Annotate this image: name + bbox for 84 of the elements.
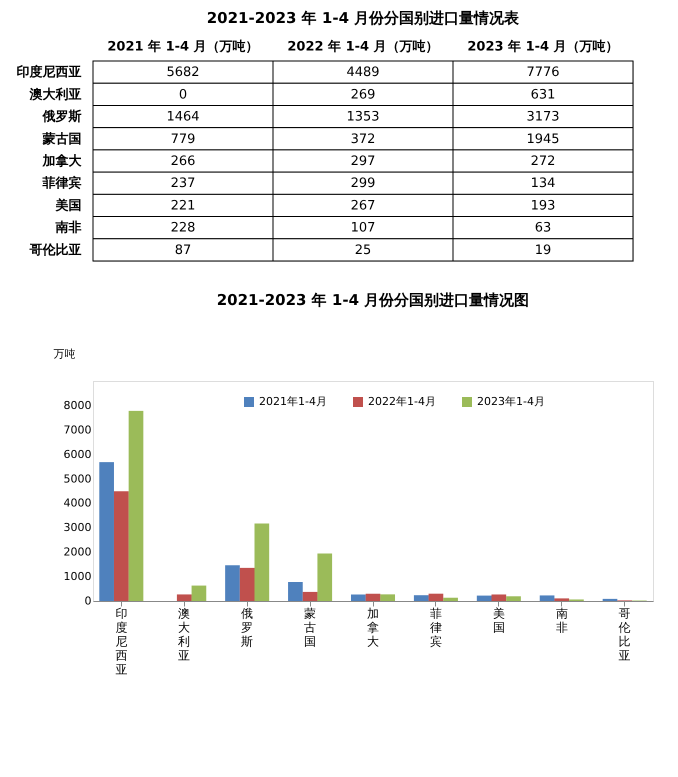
data-label: 3173 [526, 110, 560, 125]
data-label: 1945 [526, 132, 560, 147]
y-tick-label: 3000 [64, 521, 92, 534]
y-tick-label: 8000 [64, 398, 92, 412]
y-tick-label: 俄罗斯 [42, 110, 82, 125]
x-tick-label: 美国 [492, 606, 505, 634]
bar [380, 594, 396, 601]
bar [225, 565, 240, 601]
bar [540, 595, 554, 601]
data-label: 272 [530, 154, 556, 169]
data-label: 297 [350, 154, 376, 169]
data-label: 4489 [346, 65, 380, 80]
chart-title: 2021-2023 年 1-4 月份分国别进口量情况表 [206, 9, 520, 27]
x-tick-label: 2022 年 1-4 月（万吨） [287, 40, 439, 54]
y-tick-label: 6000 [64, 448, 92, 461]
data-label: 299 [350, 176, 376, 192]
bar [414, 595, 429, 601]
y-tick-label: 5000 [64, 472, 92, 486]
data-label: 779 [170, 132, 196, 147]
data-label: 25 [354, 242, 372, 258]
bar [288, 582, 303, 601]
bar [99, 462, 114, 601]
data-label: 19 [534, 242, 552, 258]
data-label: 631 [530, 87, 556, 102]
bar [240, 568, 254, 601]
data-label: 134 [530, 176, 556, 192]
bar [350, 594, 366, 601]
bar [554, 598, 570, 601]
data-label: 1464 [166, 110, 200, 125]
bar [492, 594, 506, 601]
y-tick-label: 0 [84, 594, 92, 608]
y-tick-label: 美国 [54, 197, 82, 214]
legend-label: 2021年1-4月 [259, 395, 327, 408]
bar [506, 596, 521, 601]
data-label: 266 [170, 154, 196, 169]
y-tick-label: 蒙古国 [42, 130, 82, 147]
data-label: 237 [170, 176, 196, 192]
y-axis-title: 万吨 [54, 348, 76, 360]
data-label: 0 [178, 87, 188, 102]
legend-label: 2023年1-4月 [477, 395, 545, 408]
bar [128, 410, 144, 601]
bar [428, 594, 444, 601]
x-tick-label: 澳大利亚 [178, 606, 190, 662]
legend-label: 2022年1-4月 [368, 395, 436, 408]
y-tick-label: 7000 [64, 423, 92, 436]
x-tick-label: 菲律宾 [430, 606, 442, 648]
data-label: 228 [170, 220, 196, 236]
data-label: 5682 [166, 65, 200, 80]
y-tick-label: 南非 [54, 220, 82, 236]
x-tick-label: 2023 年 1-4 月（万吨） [467, 40, 619, 54]
y-tick-label: 印度尼西亚 [16, 64, 82, 80]
data-label: 372 [350, 132, 376, 147]
y-tick-label: 澳大利亚 [28, 86, 82, 102]
bar [302, 592, 318, 601]
x-tick-label: 俄罗斯 [241, 606, 254, 648]
bar [254, 523, 270, 601]
x-tick-label: 加拿大 [367, 606, 379, 648]
y-tick-label: 菲律宾 [42, 175, 82, 192]
data-label: 87 [174, 242, 192, 258]
bar [476, 596, 492, 601]
x-tick-label: 蒙古国 [304, 606, 316, 648]
data-label: 193 [530, 198, 556, 214]
bar [176, 594, 192, 601]
y-tick-label: 加拿大 [42, 153, 82, 169]
y-tick-label: 1000 [64, 570, 92, 584]
data-label: 107 [350, 220, 376, 236]
bar [192, 586, 206, 601]
data-label: 267 [350, 198, 376, 214]
y-tick-label: 哥伦比亚 [28, 242, 82, 258]
data-label: 269 [350, 87, 376, 102]
bar [114, 491, 129, 601]
bar [366, 594, 380, 601]
data-label: 7776 [526, 65, 560, 80]
x-tick-label: 2021 年 1-4 月（万吨） [107, 40, 259, 54]
chart-title: 2021-2023 年 1-4 月份分国别进口量情况图 [216, 291, 530, 309]
x-tick-label: 哥伦比亚 [618, 606, 631, 662]
bar [443, 598, 458, 601]
data-label: 1353 [346, 110, 380, 125]
data-label: 63 [534, 220, 552, 236]
y-tick-label: 2000 [64, 546, 92, 559]
x-tick-label: 南非 [556, 606, 568, 634]
bar [317, 553, 332, 601]
data-label: 221 [170, 198, 196, 214]
y-tick-label: 4000 [64, 496, 92, 510]
